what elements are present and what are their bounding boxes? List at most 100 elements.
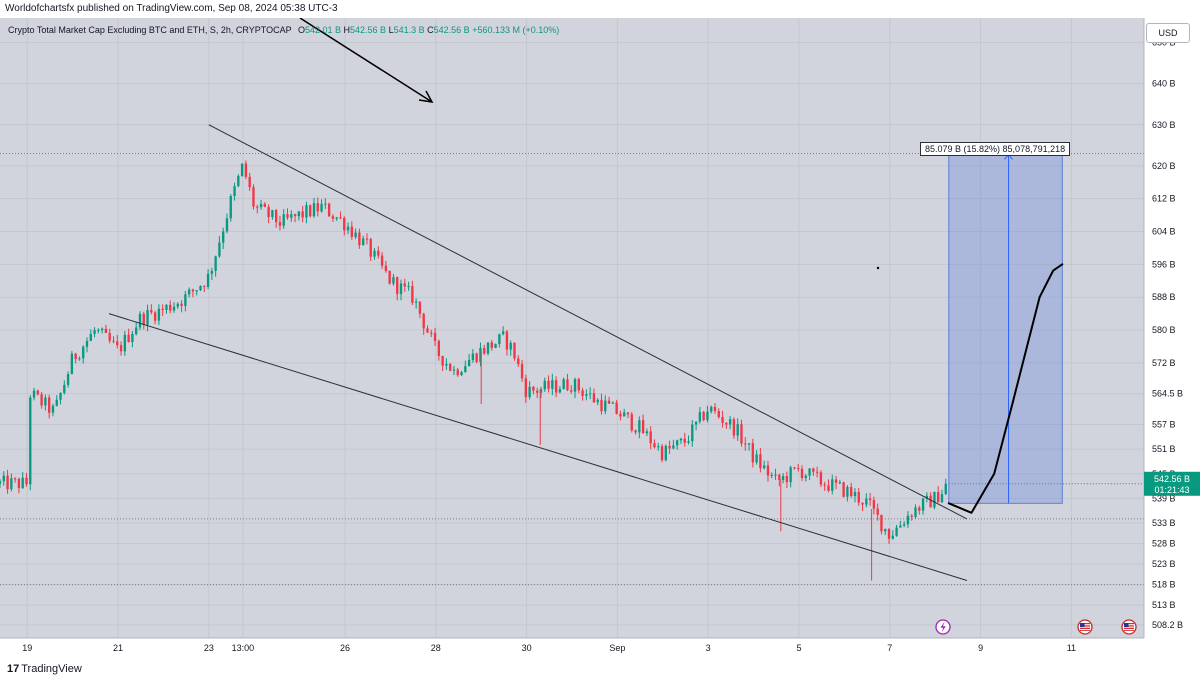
candle-body [411,285,414,303]
candle-up [51,403,55,417]
time-tick-label: 5 [796,643,801,653]
candle-body [399,283,403,294]
candle-body [305,205,308,218]
candle-up [509,340,512,356]
drawings[interactable] [299,18,1064,514]
candle-body [369,239,372,257]
candle-body [203,286,206,288]
candle-up [728,415,732,430]
candle-body [585,394,588,396]
candle-down [600,393,603,415]
candle-up [225,213,229,234]
candle-body [180,303,183,306]
candle-body [853,492,857,497]
candle-body [396,277,399,294]
candle-body [252,187,255,207]
candle-down [797,464,800,472]
measure-tool[interactable] [948,152,1063,504]
candle-down [301,205,304,223]
candle-body [838,482,842,484]
plot-background [0,18,1144,638]
candle-body [698,411,702,422]
candle-body [759,454,762,469]
price-tick-label: 620 B [1152,161,1176,171]
candle-down [369,237,372,262]
candle-body [191,289,195,292]
trendlines[interactable] [108,124,968,581]
candle-down [441,355,444,372]
candle-body [868,498,872,501]
candle-body [570,390,573,392]
candle-body [623,412,626,417]
candle-body [619,413,622,417]
event-icons[interactable] [935,619,1137,635]
time-tick-label: 23 [204,643,214,653]
candle-body [467,359,471,367]
candle-body [82,346,85,359]
candle-body [157,308,161,321]
candle-down [116,334,119,349]
candle-up [407,281,410,291]
candle-body [626,412,630,415]
candle-down [819,470,823,488]
candle-body [225,218,229,232]
candle-down [278,215,282,231]
us-flag-icon[interactable] [1077,619,1093,635]
candle-down [433,327,437,346]
lightning-icon[interactable] [935,619,951,635]
candle-body [536,390,539,393]
candle-body [827,485,830,491]
candle-down [343,216,346,236]
candle-body [282,214,285,226]
candle-body [464,366,467,373]
candle-body [834,479,838,483]
candle-down [388,270,391,285]
candle-body [59,392,62,400]
candle-down [104,324,108,334]
candle-down [437,339,441,361]
price-axis[interactable] [1144,18,1200,658]
candle-body [687,441,690,443]
us-flag-icon[interactable] [1121,619,1137,635]
candle-up [460,370,463,376]
candle-down [263,202,266,208]
candle-up [63,380,66,395]
candle-up [687,435,690,445]
price-tick-label: 596 B [1152,259,1176,269]
close-value: 542.56 B [433,25,470,35]
candle-up [187,287,191,298]
candle-up [210,267,214,280]
candle-body [25,477,28,485]
candle-up [93,327,96,338]
candle-body [732,419,736,436]
candle-body [634,430,637,433]
candle-body [93,330,96,334]
candle-body [933,491,936,508]
candle-down [937,486,940,503]
candle-down [766,460,770,482]
candle-down [403,278,406,292]
currency-selector[interactable]: USD [1146,23,1190,43]
candle-up [320,199,323,213]
candle-up [479,342,482,367]
candle-up [573,377,577,398]
time-axis[interactable] [0,638,1144,658]
candle-body [210,270,214,274]
candle-down [626,412,630,419]
candle-body [146,309,149,325]
candle-body [222,231,225,243]
candle-down [823,481,826,491]
candle-body [150,309,153,313]
candle-up [895,524,898,537]
candle-body [891,535,894,539]
candle-up [755,450,758,465]
candle-down [872,496,876,515]
candle-down [456,367,459,377]
candle-body [112,340,115,342]
candle-body [483,347,486,354]
candle-body [199,286,202,291]
candle-up [176,302,179,309]
candle-down [861,502,864,511]
